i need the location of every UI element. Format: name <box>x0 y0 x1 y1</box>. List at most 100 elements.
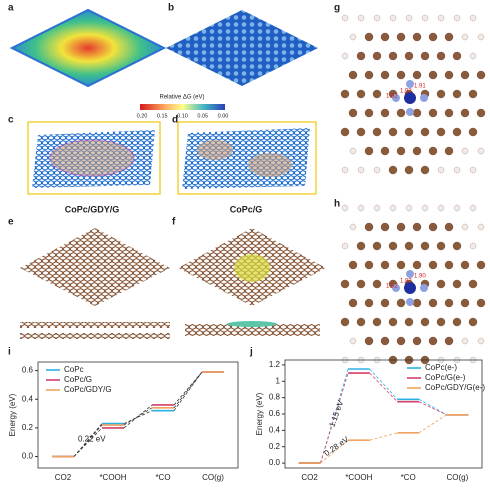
colorbar-label: 0.05 <box>197 113 208 119</box>
atom <box>468 317 478 327</box>
atom <box>428 108 438 118</box>
atom <box>356 51 366 61</box>
legend-label: CoPc/G(e-) <box>425 373 466 382</box>
atom <box>380 32 390 42</box>
atom <box>340 317 350 327</box>
molecule <box>248 153 292 177</box>
side-view <box>20 333 170 339</box>
atom <box>476 298 486 308</box>
atom <box>348 260 358 270</box>
atom <box>348 108 358 118</box>
atom <box>380 298 390 308</box>
atom <box>444 146 454 156</box>
annotation: 0.28 eV <box>323 434 351 458</box>
atom <box>392 94 400 102</box>
surface-map <box>12 10 164 86</box>
atom <box>406 270 414 278</box>
atom <box>452 241 462 251</box>
cobalt <box>404 92 416 104</box>
atom <box>389 204 397 212</box>
atom <box>412 222 422 232</box>
charge-density <box>234 254 270 282</box>
y-axis-label: Energy (eV) <box>255 392 264 435</box>
panel-letter: e <box>8 217 14 228</box>
charge-density <box>227 321 277 327</box>
atom <box>380 146 390 156</box>
atom <box>412 260 422 270</box>
atom <box>437 204 445 212</box>
atom <box>396 146 406 156</box>
atom <box>461 33 469 41</box>
atom <box>405 14 413 22</box>
atom <box>436 279 446 289</box>
atom <box>396 108 406 118</box>
atom <box>428 260 438 270</box>
connector <box>73 424 103 457</box>
colorbar-label: 0.20 <box>137 113 148 119</box>
atom <box>412 146 422 156</box>
y-axis-label: Energy (eV) <box>8 393 17 436</box>
atom <box>460 260 470 270</box>
caption: CoPc/GDY/G <box>65 204 120 214</box>
atom <box>364 146 374 156</box>
atom <box>436 317 446 327</box>
atom <box>453 14 461 22</box>
y-tick-label: 0.6 <box>22 366 34 375</box>
atom <box>476 70 486 80</box>
structure <box>20 228 170 306</box>
y-tick-label: 0.4 <box>22 394 34 403</box>
panel-letter: i <box>8 347 11 358</box>
legend-label: CoPc/GDY/G <box>64 385 112 394</box>
panel-frame <box>177 121 317 195</box>
connector <box>418 401 447 416</box>
y-tick-label: 0.4 <box>269 425 281 434</box>
atom <box>373 166 381 174</box>
atom <box>348 298 358 308</box>
atom <box>349 147 357 155</box>
atom <box>453 166 461 174</box>
atom <box>364 32 374 42</box>
atom <box>373 14 381 22</box>
atom <box>364 298 374 308</box>
colorbar-label: 0.00 <box>218 113 229 119</box>
surface-map <box>166 10 318 86</box>
y-tick-label: 0.0 <box>269 458 281 467</box>
atom <box>396 336 406 346</box>
atom <box>404 165 414 175</box>
atom <box>444 32 454 42</box>
bond-label: 1.92 <box>386 94 398 100</box>
atom <box>380 260 390 270</box>
bond-label: 1.93 <box>400 279 412 285</box>
panel-letter: j <box>249 347 253 358</box>
atom <box>349 223 357 231</box>
atom <box>421 204 429 212</box>
atom <box>437 166 445 174</box>
atom <box>357 204 365 212</box>
atom <box>380 222 390 232</box>
atom <box>406 80 414 88</box>
atom <box>364 222 374 232</box>
atom <box>396 260 406 270</box>
panel-letter: f <box>172 217 176 228</box>
atom <box>436 127 446 137</box>
legend-label: CoPc(e-) <box>425 363 457 372</box>
side-view <box>20 322 170 328</box>
atom <box>404 241 414 251</box>
atom <box>428 222 438 232</box>
atom <box>469 242 477 250</box>
atom <box>372 241 382 251</box>
atom <box>406 108 414 116</box>
atom <box>460 108 470 118</box>
atom <box>444 336 454 346</box>
atom <box>389 14 397 22</box>
atom <box>477 33 485 41</box>
atom <box>364 108 374 118</box>
atom <box>469 14 477 22</box>
atom <box>396 70 406 80</box>
atom <box>356 89 366 99</box>
atom <box>452 317 462 327</box>
atom <box>364 70 374 80</box>
x-tick-label: CO(g) <box>446 473 468 482</box>
atom <box>428 32 438 42</box>
